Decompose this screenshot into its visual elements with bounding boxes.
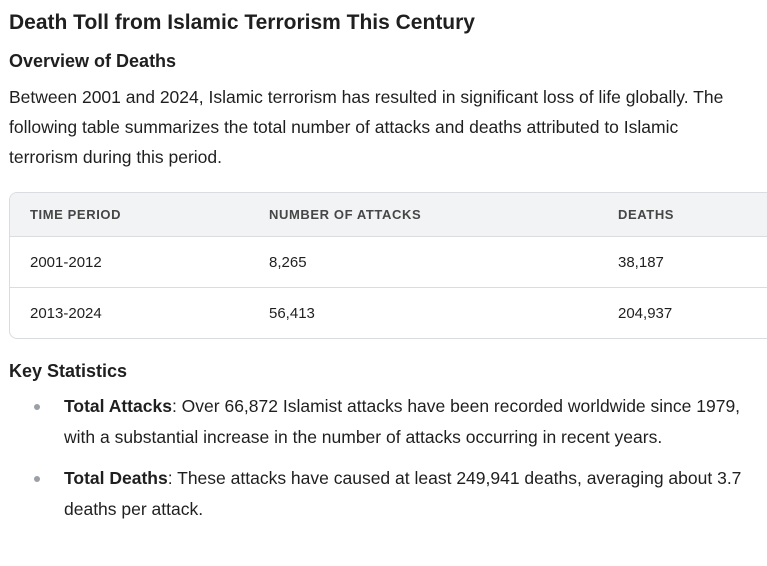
table-header-row: TIME PERIOD NUMBER OF ATTACKS DEATHS <box>10 193 767 237</box>
bullet-icon <box>34 476 40 482</box>
deaths-table-container: TIME PERIOD NUMBER OF ATTACKS DEATHS 200… <box>9 192 767 339</box>
page-title: Death Toll from Islamic Terrorism This C… <box>9 11 475 34</box>
cell-number-of-attacks: 56,413 <box>249 287 598 338</box>
cell-deaths: 204,937 <box>598 287 767 338</box>
document-body: Death Toll from Islamic Terrorism This C… <box>9 11 767 525</box>
cell-time-period: 2013-2024 <box>10 287 249 338</box>
overview-paragraph: Between 2001 and 2024, Islamic terrorism… <box>9 87 724 167</box>
header-time-period: TIME PERIOD <box>10 193 249 237</box>
overview-heading: Overview of Deaths <box>9 51 177 71</box>
list-item-label: Total Deaths <box>64 468 168 488</box>
deaths-table: TIME PERIOD NUMBER OF ATTACKS DEATHS 200… <box>10 193 767 338</box>
header-number-of-attacks: NUMBER OF ATTACKS <box>249 193 598 237</box>
cell-number-of-attacks: 8,265 <box>269 253 307 271</box>
list-item-text: : Over 66,872 Islamist attacks have been… <box>64 396 741 447</box>
header-deaths: DEATHS <box>598 193 767 237</box>
list-item: Total Deaths: These attacks have caused … <box>34 463 754 525</box>
list-item-label: Total Attacks <box>64 396 172 416</box>
list-item: Total Attacks: Over 66,872 Islamist atta… <box>34 391 754 453</box>
cell-deaths: 38,187 <box>618 253 664 271</box>
list-item-text: : These attacks have caused at least 249… <box>64 468 742 519</box>
key-statistics-list: Total Attacks: Over 66,872 Islamist atta… <box>9 391 758 525</box>
cell-time-period: 2001-2012 <box>30 253 102 271</box>
bullet-icon <box>34 404 40 410</box>
table-row: 2001-2012 8,265 38,187 <box>10 237 767 288</box>
table-row: 2013-2024 56,413 204,937 <box>10 287 767 338</box>
key-statistics-heading: Key Statistics <box>9 361 128 381</box>
